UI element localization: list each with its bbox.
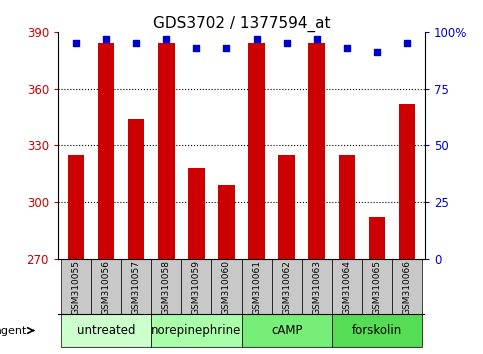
Bar xyxy=(98,43,114,259)
Bar xyxy=(339,155,355,259)
Text: GSM310057: GSM310057 xyxy=(132,260,141,315)
Bar xyxy=(212,259,242,314)
Bar xyxy=(68,155,85,259)
Bar xyxy=(278,155,295,259)
Point xyxy=(132,40,140,46)
Bar xyxy=(61,259,91,314)
Point xyxy=(403,40,411,46)
Bar xyxy=(302,259,332,314)
Bar xyxy=(188,168,205,259)
Point xyxy=(162,36,170,41)
Text: GSM310058: GSM310058 xyxy=(162,260,171,315)
Text: GSM310066: GSM310066 xyxy=(402,260,412,315)
Bar xyxy=(181,259,212,314)
Point xyxy=(253,36,260,41)
Bar xyxy=(362,259,392,314)
Text: GSM310059: GSM310059 xyxy=(192,260,201,315)
Point xyxy=(283,40,290,46)
Point xyxy=(373,50,381,55)
Bar xyxy=(151,259,181,314)
Bar xyxy=(91,259,121,314)
Point xyxy=(223,45,230,51)
Bar xyxy=(128,119,144,259)
Text: GSM310062: GSM310062 xyxy=(282,260,291,315)
Point xyxy=(193,45,200,51)
Text: GSM310065: GSM310065 xyxy=(372,260,382,315)
Text: GSM310055: GSM310055 xyxy=(71,260,81,315)
Bar xyxy=(151,314,242,347)
Point xyxy=(102,36,110,41)
Text: forskolin: forskolin xyxy=(352,324,402,337)
Text: untreated: untreated xyxy=(77,324,135,337)
Text: cAMP: cAMP xyxy=(271,324,302,337)
Bar xyxy=(332,259,362,314)
Text: GSM310061: GSM310061 xyxy=(252,260,261,315)
Text: norepinephrine: norepinephrine xyxy=(151,324,242,337)
Bar xyxy=(309,43,325,259)
Text: GSM310064: GSM310064 xyxy=(342,260,351,315)
Bar xyxy=(121,259,151,314)
Bar xyxy=(218,185,235,259)
Text: GSM310056: GSM310056 xyxy=(101,260,111,315)
Text: agent: agent xyxy=(0,326,27,336)
Title: GDS3702 / 1377594_at: GDS3702 / 1377594_at xyxy=(153,16,330,32)
Bar xyxy=(158,43,174,259)
Point xyxy=(72,40,80,46)
Bar xyxy=(242,314,332,347)
Bar xyxy=(248,43,265,259)
Point xyxy=(343,45,351,51)
Bar xyxy=(271,259,302,314)
Bar xyxy=(242,259,271,314)
Bar xyxy=(369,217,385,259)
Point xyxy=(313,36,321,41)
Bar xyxy=(398,104,415,259)
Bar xyxy=(392,259,422,314)
Text: GSM310063: GSM310063 xyxy=(312,260,321,315)
Bar xyxy=(61,314,151,347)
Text: GSM310060: GSM310060 xyxy=(222,260,231,315)
Bar xyxy=(332,314,422,347)
